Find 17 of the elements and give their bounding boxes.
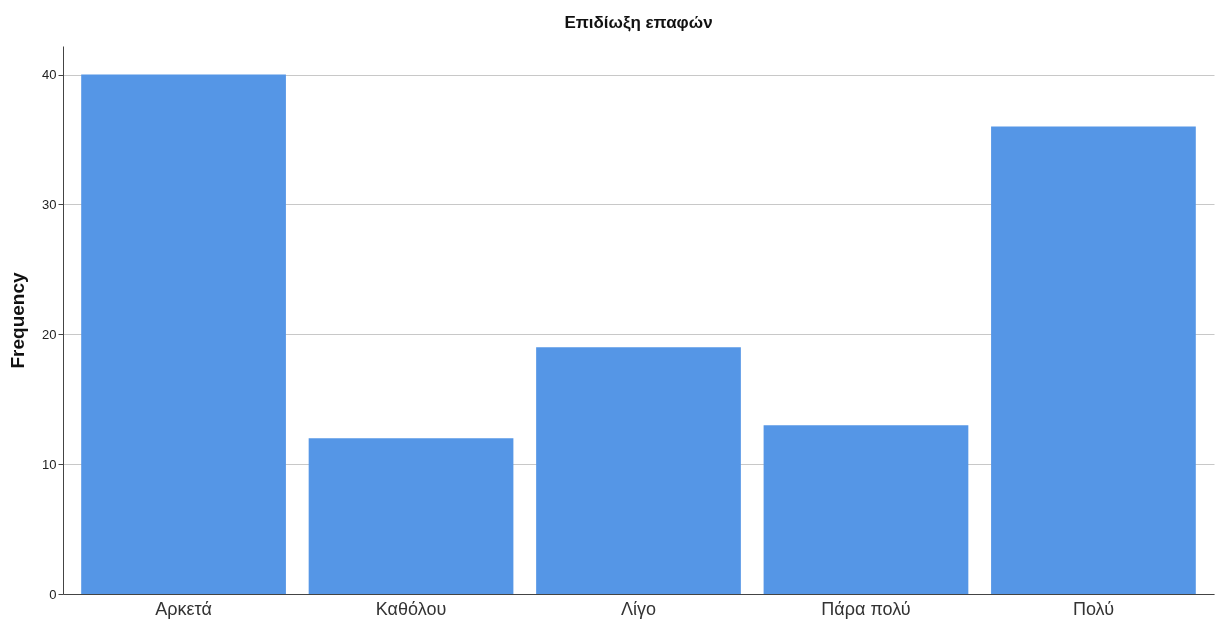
bar xyxy=(308,438,514,594)
y-tick-label: 20 xyxy=(42,326,57,342)
y-tick-label: 0 xyxy=(49,586,57,602)
y-axis-title: Frequency xyxy=(7,272,29,369)
x-tick-label: Αρκετά xyxy=(155,598,212,619)
x-tick-label: Καθόλου xyxy=(375,598,447,619)
bar xyxy=(81,74,286,594)
bar xyxy=(536,347,741,594)
y-tick-label: 30 xyxy=(42,196,57,212)
y-tick-label: 10 xyxy=(42,456,57,472)
bar xyxy=(763,425,969,594)
chart-title: Επιδίωξη επαφών xyxy=(564,13,713,32)
y-tick-label: 40 xyxy=(42,67,57,83)
x-tick-label: Πάρα πολύ xyxy=(821,598,911,619)
x-tick-label: Πολύ xyxy=(1072,598,1114,619)
x-tick-label: Λίγο xyxy=(620,598,657,619)
bar xyxy=(991,126,1196,594)
